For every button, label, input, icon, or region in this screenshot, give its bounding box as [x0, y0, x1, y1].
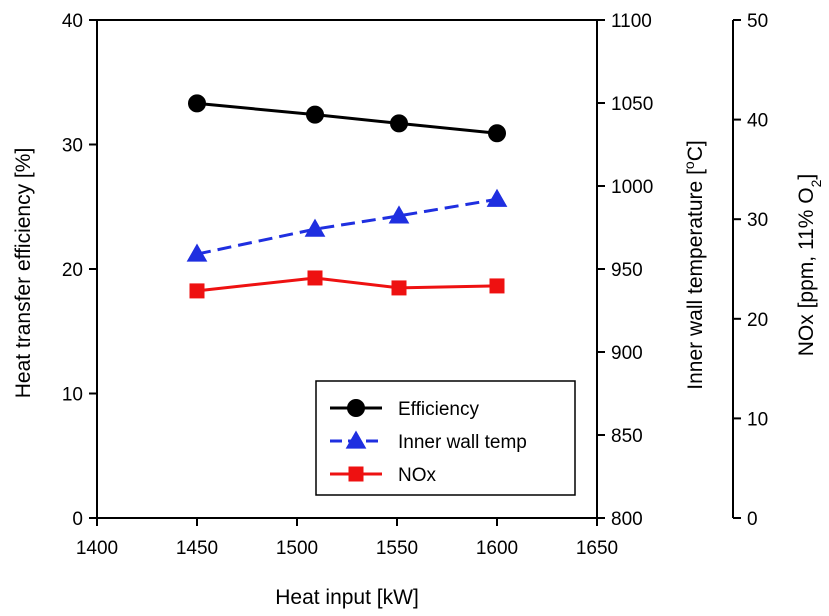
- series-line-nox: [196, 276, 498, 293]
- left-tick-label: 10: [62, 385, 83, 406]
- data-point-inner-wall-temp: [388, 205, 410, 224]
- left-axis-title: Heat transfer efficiency [%]: [12, 148, 35, 399]
- right1-tick-label: 1050: [611, 94, 653, 115]
- right1-axis-title: Inner wall temperature [oC]: [681, 140, 707, 389]
- legend-swatch-marker-nox: [348, 466, 364, 482]
- right1-tick-label: 950: [611, 260, 643, 281]
- data-point-inner-wall-temp: [486, 188, 508, 207]
- x-tick-label: 1650: [576, 538, 618, 559]
- legend: Efficiency Inner wall temp NOx: [315, 380, 576, 496]
- data-point-efficiency: [188, 94, 206, 113]
- legend-label-inner-wall-temp: Inner wall temp: [398, 432, 527, 453]
- left-tick-label: 20: [62, 260, 83, 281]
- x-tick-label: 1400: [76, 538, 118, 559]
- right2-tick-label: 10: [747, 409, 768, 430]
- data-point-inner-wall-temp: [186, 243, 208, 262]
- series-line-inner-wall-temp: [196, 197, 498, 256]
- legend-label-efficiency: Efficiency: [398, 399, 479, 420]
- right1-tick-label: 800: [611, 509, 643, 530]
- right1-tick-label: 1100: [611, 11, 652, 32]
- legend-label-nox: NOx: [398, 465, 437, 486]
- data-point-inner-wall-temp: [304, 218, 326, 237]
- x-axis-title: Heat input [kW]: [275, 586, 419, 609]
- right2-tick-label: 30: [747, 210, 768, 231]
- data-point-efficiency: [390, 114, 408, 133]
- data-point-nox: [489, 278, 505, 294]
- right2-tick-label: 50: [747, 11, 768, 32]
- series-group: [186, 94, 508, 299]
- right1-tick-label: 850: [611, 426, 643, 447]
- series-line-efficiency: [196, 101, 498, 135]
- data-point-nox: [189, 283, 205, 299]
- right1-axis-title-end: C]: [684, 140, 707, 161]
- legend-swatch-marker-efficiency: [347, 399, 365, 417]
- x-tick-label: 1600: [476, 538, 518, 559]
- x-tick-label: 1450: [176, 538, 218, 559]
- right2-tick-label: 40: [747, 111, 768, 132]
- left-tick-label: 0: [72, 509, 83, 530]
- right2-tick-label: 20: [747, 310, 768, 331]
- right2-tick-label: 0: [747, 509, 758, 530]
- right1-tick-label: 1000: [611, 177, 653, 198]
- legend-swatch-marker-inner-wall-temp: [345, 430, 367, 449]
- right2-axis-title-sub: 2: [808, 179, 824, 187]
- x-tick-label: 1550: [376, 538, 418, 559]
- data-point-nox: [391, 280, 407, 296]
- right1-axis-title-main: Inner wall temperature [: [684, 169, 707, 390]
- right2-axis-title-end: ]: [795, 174, 818, 180]
- left-tick-label: 30: [62, 136, 83, 157]
- data-point-efficiency: [488, 124, 506, 143]
- x-tick-label: 1500: [276, 538, 318, 559]
- data-point-nox: [307, 270, 323, 286]
- right1-tick-label: 900: [611, 343, 643, 364]
- axes-group: 1400 1450 1500 1550 1600 1650 Heat input [kW] 0…: [12, 11, 824, 609]
- data-point-efficiency: [306, 105, 324, 124]
- right2-axis-title-main: NOx [ppm, 11% O: [795, 187, 818, 356]
- right1-axis-title-sup: o: [681, 161, 697, 169]
- right2-axis-title: NOx [ppm, 11% O2]: [795, 174, 824, 356]
- left-tick-label: 40: [62, 11, 83, 32]
